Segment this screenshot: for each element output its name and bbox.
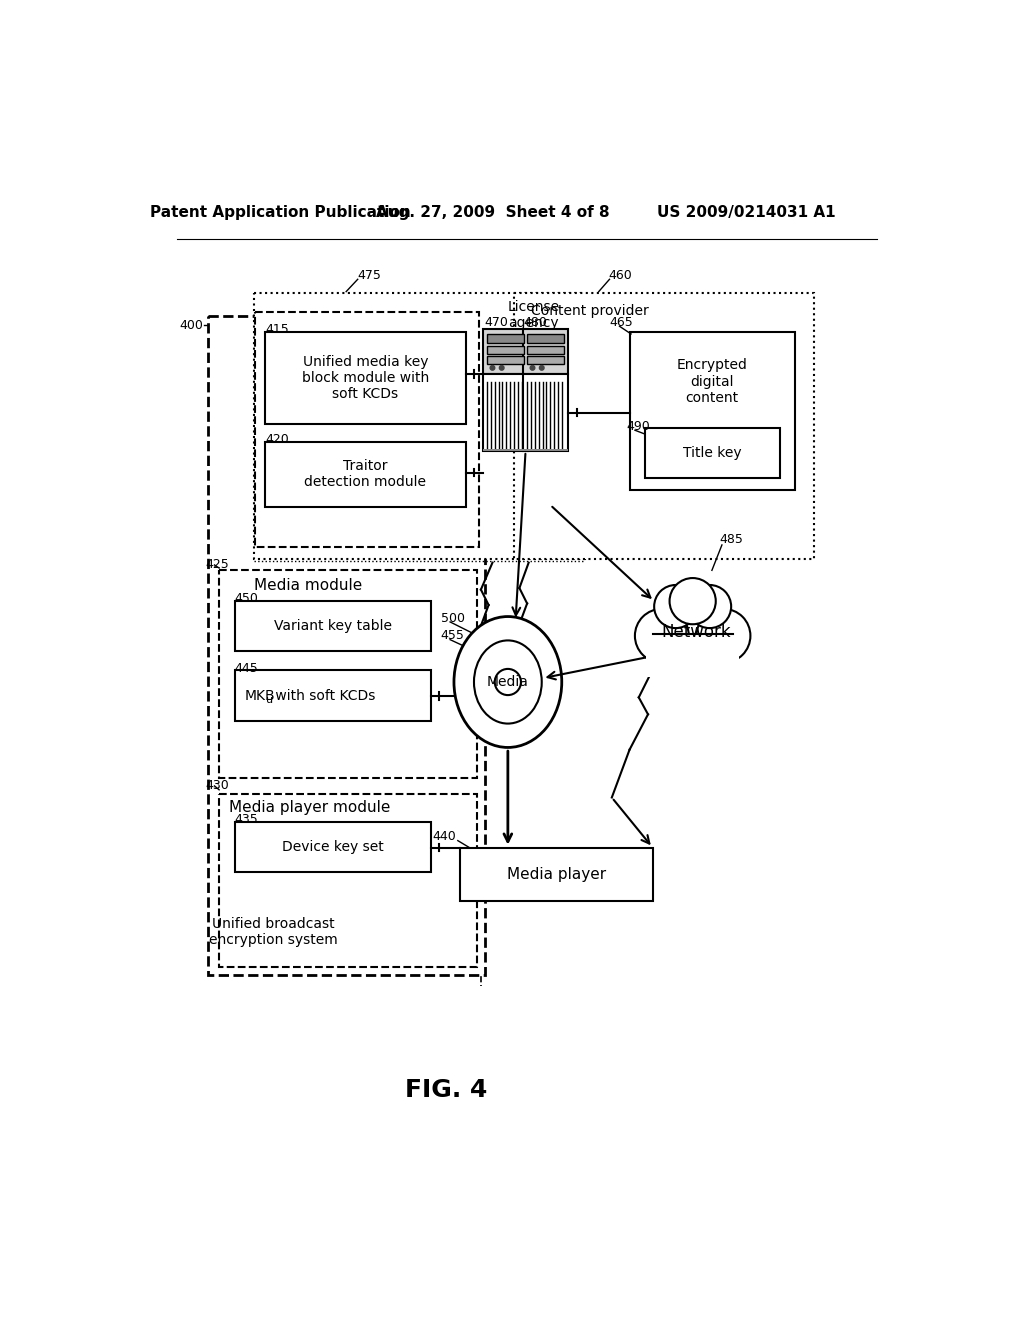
Text: 435: 435	[234, 813, 258, 826]
Circle shape	[696, 609, 751, 663]
Text: License
agency: License agency	[508, 300, 560, 330]
Text: Title key: Title key	[683, 446, 741, 461]
Bar	[487, 334, 524, 343]
Bar	[630, 331, 795, 490]
Text: 430: 430	[205, 779, 229, 792]
Bar	[255, 313, 478, 548]
Text: Media player module: Media player module	[228, 800, 390, 814]
Circle shape	[635, 609, 689, 663]
Bar	[483, 449, 528, 451]
Bar	[527, 346, 564, 354]
Text: Aug. 27, 2009  Sheet 4 of 8: Aug. 27, 2009 Sheet 4 of 8	[376, 205, 609, 220]
Text: 470: 470	[484, 315, 509, 329]
Text: 480: 480	[523, 315, 547, 329]
Bar	[487, 346, 524, 354]
Bar	[265, 442, 466, 507]
Text: with soft KCDs: with soft KCDs	[271, 689, 376, 702]
Circle shape	[495, 669, 521, 696]
Text: Device key set: Device key set	[283, 840, 384, 854]
Bar	[523, 374, 568, 451]
Text: 485: 485	[720, 533, 743, 546]
Text: Unified media key
block module with
soft KCDs: Unified media key block module with soft…	[302, 355, 429, 401]
Text: US 2009/0214031 A1: US 2009/0214031 A1	[657, 205, 836, 220]
Circle shape	[490, 366, 495, 370]
Text: Media module: Media module	[254, 578, 361, 593]
Text: 400: 400	[180, 319, 204, 333]
Bar	[460, 847, 652, 902]
Text: Media player: Media player	[507, 867, 606, 882]
Text: 415: 415	[265, 323, 289, 335]
Text: Media: Media	[487, 675, 528, 689]
Text: Network: Network	[662, 623, 731, 642]
Bar	[527, 356, 564, 364]
Circle shape	[530, 366, 535, 370]
Text: 445: 445	[234, 661, 258, 675]
Circle shape	[500, 366, 504, 370]
Text: 425: 425	[205, 558, 229, 572]
Bar	[523, 330, 568, 374]
Bar	[219, 570, 477, 779]
Text: MKB: MKB	[245, 689, 275, 702]
Bar	[234, 671, 431, 721]
Text: 455: 455	[441, 630, 465, 643]
Circle shape	[654, 585, 697, 628]
Bar	[514, 293, 814, 558]
Text: Encrypted
digital
content: Encrypted digital content	[677, 359, 748, 405]
Text: u: u	[266, 694, 273, 705]
Circle shape	[652, 589, 733, 668]
Bar	[208, 317, 484, 974]
Text: Unified broadcast
encryption system: Unified broadcast encryption system	[209, 917, 337, 948]
Text: 460: 460	[608, 269, 632, 282]
Bar	[265, 331, 466, 424]
Bar	[645, 428, 779, 478]
Bar	[483, 330, 528, 374]
Text: Variant key table: Variant key table	[274, 619, 392, 632]
Text: FIG. 4: FIG. 4	[406, 1078, 487, 1102]
Bar	[219, 793, 477, 966]
Bar	[254, 293, 585, 558]
Text: Patent Application Publication: Patent Application Publication	[151, 205, 411, 220]
Text: 490: 490	[627, 420, 650, 433]
Circle shape	[670, 578, 716, 624]
Ellipse shape	[454, 616, 562, 747]
Bar	[234, 822, 431, 873]
Bar	[487, 356, 524, 364]
Text: Content provider: Content provider	[531, 304, 649, 318]
Bar	[234, 601, 431, 651]
Text: 500: 500	[441, 611, 465, 624]
Text: 420: 420	[265, 433, 289, 446]
Bar	[527, 334, 564, 343]
Bar	[646, 635, 739, 677]
Text: Traitor
detection module: Traitor detection module	[304, 459, 426, 490]
Text: 465: 465	[609, 315, 633, 329]
Bar	[483, 374, 528, 451]
Circle shape	[688, 585, 731, 628]
Text: 475: 475	[357, 269, 382, 282]
Bar	[523, 449, 568, 451]
Text: 440: 440	[432, 829, 457, 842]
Ellipse shape	[474, 640, 542, 723]
Text: 450: 450	[234, 593, 258, 606]
Circle shape	[540, 366, 544, 370]
